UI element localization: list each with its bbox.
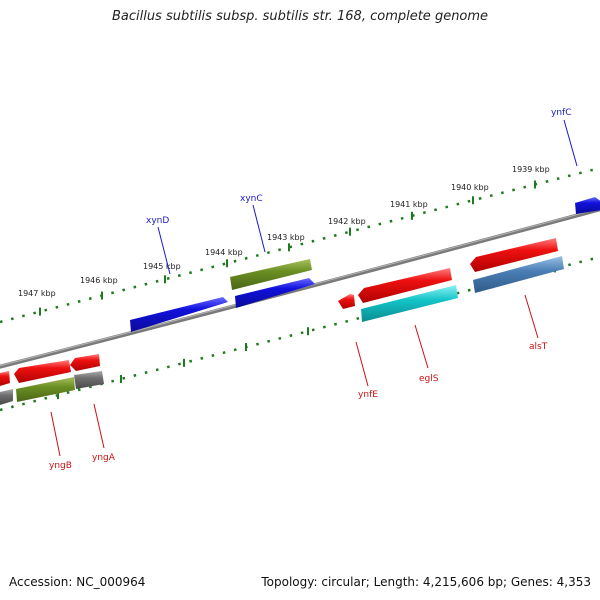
callout-ynfC	[563, 119, 578, 167]
callout-xynD	[157, 226, 171, 275]
callout-alsT	[524, 294, 539, 339]
tick-label: 1940 kbp	[451, 183, 489, 192]
gene-label-yngB[interactable]: yngB	[49, 461, 72, 471]
gene-xynC-olive[interactable]	[230, 259, 312, 290]
gene-ynfC[interactable]	[575, 197, 600, 214]
gene-label-xynD[interactable]: xynD	[146, 216, 169, 226]
gene-label-ynfC[interactable]: ynfC	[551, 108, 571, 118]
gene-label-xynC[interactable]: xynC	[240, 194, 263, 204]
forward-strand-features	[130, 197, 600, 332]
tick-label: 1939 kbp	[512, 165, 550, 174]
callout-yngA	[93, 403, 105, 449]
callout-xynC	[252, 204, 266, 253]
accession-text: Accession: NC_000964	[9, 575, 146, 589]
reverse-strand-features	[0, 238, 564, 405]
gene-yngB-red[interactable]	[14, 360, 71, 383]
tick-label: 1943 kbp	[267, 233, 305, 242]
gene-labels: ynfC xynC xynD alsT eglS ynfE yngA yngB	[49, 108, 571, 471]
map-title: Bacillus subtilis subsp. subtilis str. 1…	[111, 9, 489, 24]
gene-xynD[interactable]	[130, 297, 228, 332]
tick-label: 1944 kbp	[205, 248, 243, 257]
gene-xynC[interactable]	[235, 278, 315, 308]
gene-alsT[interactable]	[473, 256, 564, 293]
gene-alsT-red[interactable]	[470, 238, 558, 272]
callout-yngB	[50, 411, 61, 457]
gene-left-gray[interactable]	[0, 389, 13, 405]
gene-left-red[interactable]	[0, 371, 10, 386]
gene-label-eglS[interactable]: eglS	[419, 374, 439, 384]
gene-callouts	[50, 119, 578, 457]
gene-label-yngA[interactable]: yngA	[92, 453, 116, 463]
gene-ynfE[interactable]	[338, 294, 355, 309]
gene-yngA-red[interactable]	[70, 354, 100, 371]
genome-summary-text: Topology: circular; Length: 4,215,606 bp…	[261, 575, 591, 589]
tick-label: 1942 kbp	[328, 217, 366, 226]
gene-yngB[interactable]	[16, 377, 75, 402]
tick-label: 1946 kbp	[80, 276, 118, 285]
outer-major-ticks	[39, 180, 536, 316]
gene-eglS-red[interactable]	[358, 268, 452, 303]
callout-ynfE	[355, 341, 369, 387]
tick-label: 1947 kbp	[18, 289, 56, 298]
gene-label-ynfE[interactable]: ynfE	[358, 390, 378, 400]
tick-label: 1941 kbp	[390, 200, 428, 209]
genome-backbone	[0, 207, 600, 369]
outer-scale-ruler	[0, 166, 600, 324]
gene-yngA[interactable]	[74, 371, 104, 389]
gene-label-alsT[interactable]: alsT	[529, 342, 548, 352]
gene-eglS[interactable]	[361, 285, 458, 322]
callout-eglS	[414, 324, 429, 369]
tick-labels: 1947 kbp 1946 kbp 1945 kbp 1944 kbp 1943…	[18, 165, 550, 298]
tick-label: 1945 kbp	[143, 262, 181, 271]
